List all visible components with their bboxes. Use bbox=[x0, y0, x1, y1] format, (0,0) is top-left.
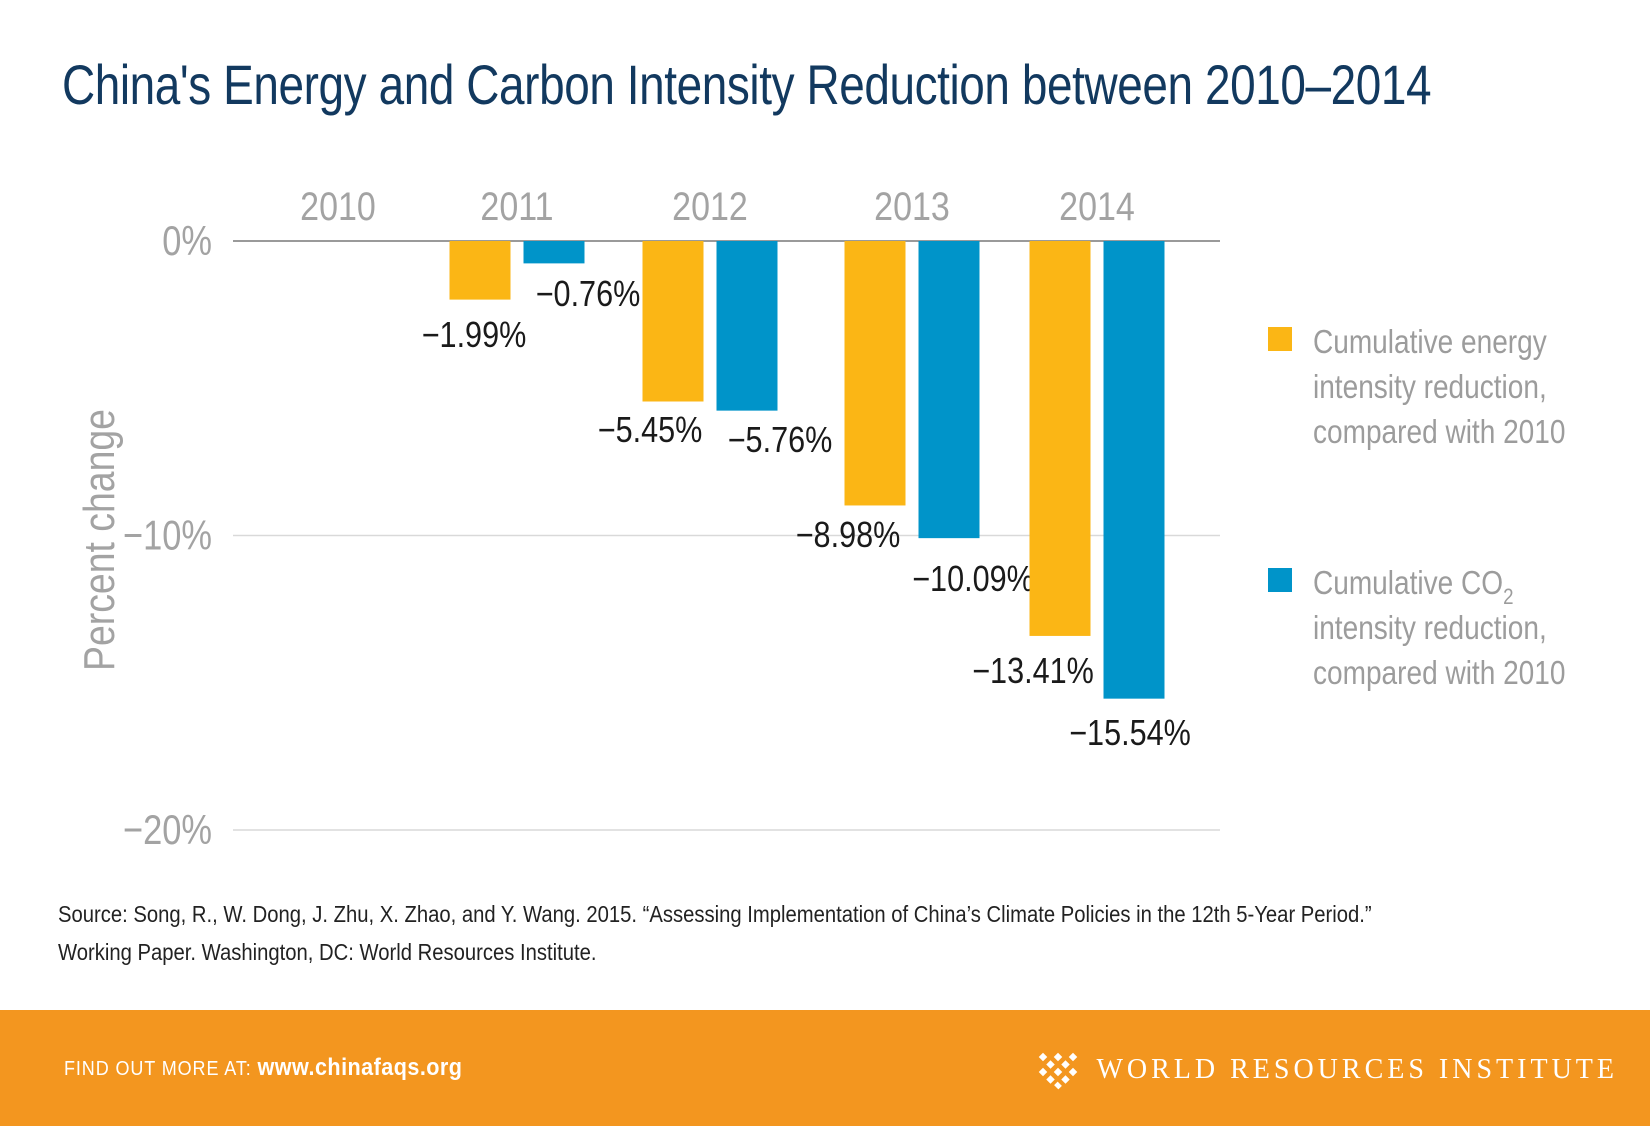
year-label: 2010 bbox=[300, 183, 376, 228]
legend-subscript: 2 bbox=[1503, 586, 1513, 610]
legend-text: intensity reduction, bbox=[1313, 369, 1547, 406]
year-label: 2013 bbox=[874, 183, 950, 228]
find-out-label: FIND OUT MORE AT: bbox=[64, 1058, 252, 1080]
chinafaqs-link[interactable]: www.chinafaqs.org bbox=[257, 1054, 463, 1081]
legend-text: compared with 2010 bbox=[1313, 414, 1565, 451]
wri-brand: WORLD RESOURCES INSTITUTE bbox=[1036, 1050, 1618, 1090]
source-note: Source: Song, R., W. Dong, J. Zhu, X. Zh… bbox=[58, 895, 1372, 971]
wri-lattice-icon bbox=[1039, 1052, 1078, 1090]
source-line-1: Source: Song, R., W. Dong, J. Zhu, X. Zh… bbox=[58, 901, 1372, 927]
energy-bar bbox=[844, 241, 906, 506]
legend-text-main: Cumulative CO bbox=[1313, 565, 1503, 602]
year-label: 2011 bbox=[480, 183, 553, 228]
legend-text: compared with 2010 bbox=[1313, 655, 1565, 692]
data-label: −1.99% bbox=[422, 316, 527, 356]
legend-swatch-co2 bbox=[1268, 568, 1292, 592]
data-label: −5.45% bbox=[598, 411, 703, 451]
y-axis-label: Percent change bbox=[74, 409, 124, 671]
legend-text: intensity reduction, bbox=[1313, 610, 1547, 647]
legend-text: Cumulative CO2 bbox=[1313, 565, 1513, 609]
bar-chart: 0% −10% −20% Percent change 2010 2011 −1.99%−0… bbox=[74, 183, 1565, 854]
data-label: −8.98% bbox=[796, 516, 901, 556]
y-tick-label: −10% bbox=[123, 512, 212, 559]
co2-bar bbox=[716, 241, 778, 411]
data-label: −15.54% bbox=[1069, 714, 1191, 754]
y-tick-label: −20% bbox=[123, 807, 212, 854]
wri-name: WORLD RESOURCES INSTITUTE bbox=[1096, 1054, 1618, 1085]
find-out-more: FIND OUT MORE AT: www.chinafaqs.org bbox=[64, 1054, 462, 1082]
source-line-2: Working Paper. Washington, DC: World Res… bbox=[58, 939, 597, 965]
data-label: −13.41% bbox=[972, 652, 1094, 692]
chart-title: China's Energy and Carbon Intensity Redu… bbox=[62, 53, 1432, 116]
co2-bar bbox=[1103, 241, 1165, 699]
energy-bar bbox=[449, 241, 511, 300]
year-label: 2012 bbox=[672, 183, 748, 228]
legend-swatch-energy bbox=[1268, 327, 1292, 351]
co2-bar bbox=[918, 241, 980, 539]
data-label: −5.76% bbox=[728, 421, 833, 461]
legend-text: Cumulative energy bbox=[1313, 324, 1547, 361]
footer-bar: FIND OUT MORE AT: www.chinafaqs.org WORL… bbox=[0, 1010, 1650, 1126]
year-label: 2014 bbox=[1059, 183, 1135, 228]
energy-bar bbox=[642, 241, 704, 402]
data-label: −10.09% bbox=[912, 560, 1034, 600]
energy-bar bbox=[1029, 241, 1091, 636]
y-tick-label: 0% bbox=[162, 218, 212, 265]
data-label: −0.76% bbox=[536, 275, 641, 315]
co2-bar bbox=[523, 241, 585, 264]
